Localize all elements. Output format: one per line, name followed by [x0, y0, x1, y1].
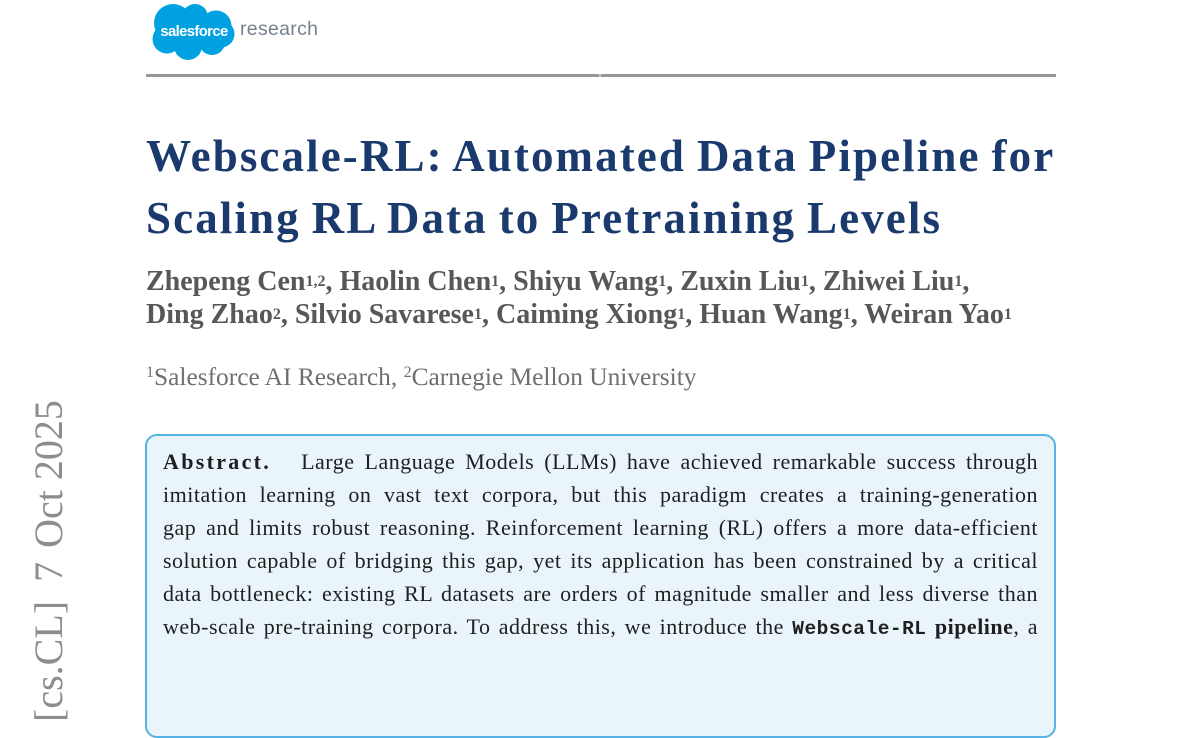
- svg-text:salesforce: salesforce: [160, 24, 228, 40]
